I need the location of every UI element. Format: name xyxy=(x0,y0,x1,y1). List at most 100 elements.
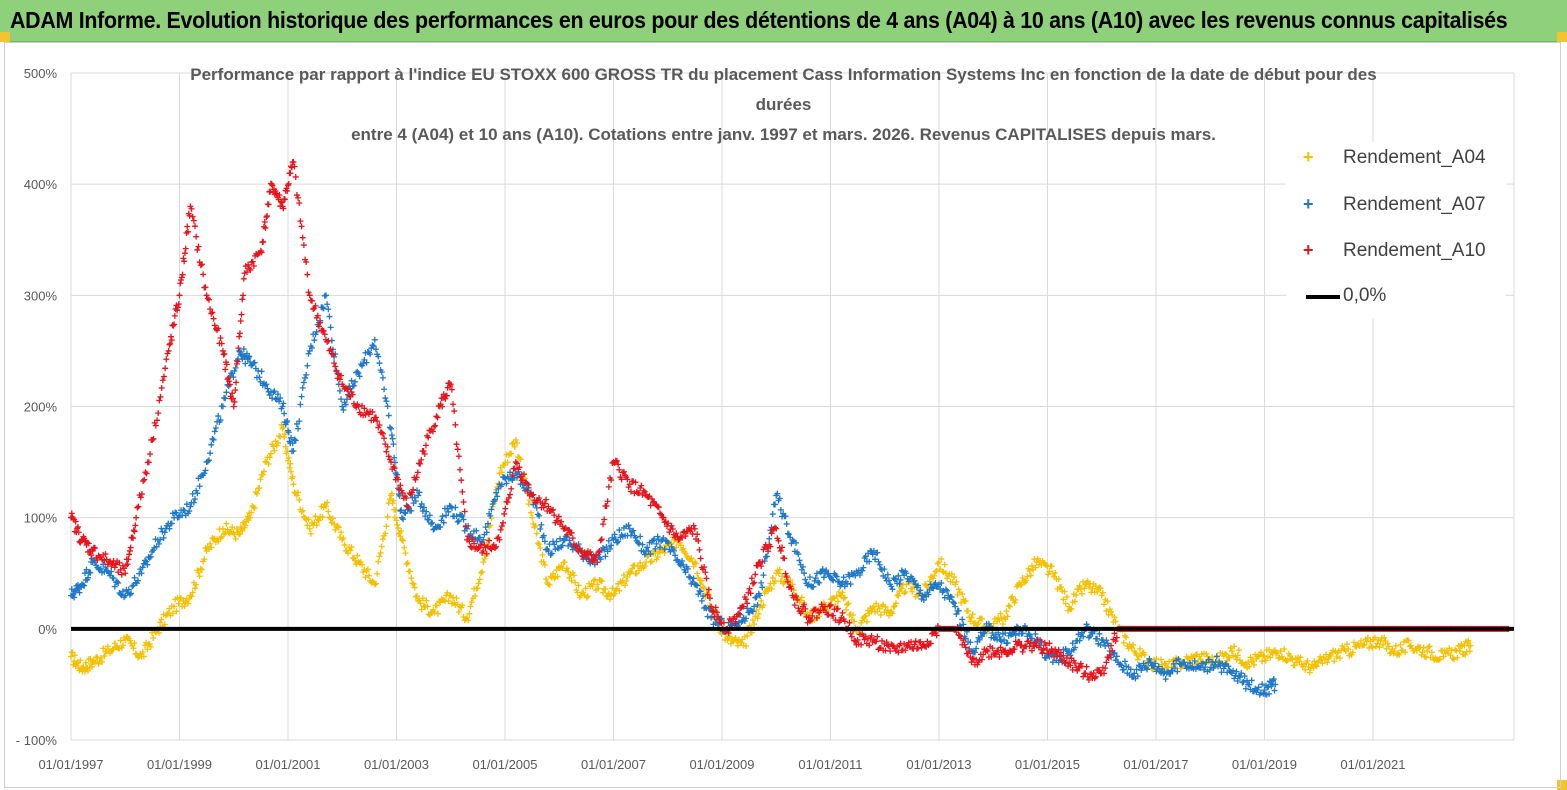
y-tick-label: 0% xyxy=(38,622,57,637)
data-point-rendement_a10 xyxy=(1108,642,1115,649)
data-point-rendement_a04 xyxy=(598,578,605,585)
data-point-rendement_a10 xyxy=(960,637,967,644)
data-point-rendement_a07 xyxy=(411,494,418,501)
data-point-rendement_a10 xyxy=(798,608,805,615)
data-point-rendement_a10 xyxy=(457,466,464,473)
data-point-rendement_a04 xyxy=(260,468,267,475)
data-point-rendement_a07 xyxy=(1270,676,1277,683)
data-point-rendement_a04 xyxy=(1389,646,1396,653)
x-tick-label: 01/01/2017 xyxy=(1123,757,1188,772)
data-point-rendement_a10 xyxy=(167,340,174,347)
data-point-rendement_a07 xyxy=(378,369,385,376)
data-point-rendement_a04 xyxy=(445,598,452,605)
data-point-rendement_a10 xyxy=(968,659,975,666)
data-point-rendement_a04 xyxy=(189,589,196,596)
data-point-rendement_a04 xyxy=(1369,644,1376,651)
data-point-rendement_a07 xyxy=(1146,655,1153,662)
data-point-rendement_a10 xyxy=(163,356,170,363)
data-point-rendement_a04 xyxy=(74,659,81,666)
data-point-rendement_a10 xyxy=(475,545,482,552)
data-point-rendement_a10 xyxy=(1051,653,1058,660)
data-point-rendement_a04 xyxy=(320,504,327,511)
series-layer xyxy=(68,158,1514,698)
data-point-rendement_a04 xyxy=(532,522,539,529)
data-point-rendement_a10 xyxy=(1009,649,1016,656)
data-point-rendement_a10 xyxy=(558,518,565,525)
data-point-rendement_a07 xyxy=(264,385,271,392)
data-point-rendement_a10 xyxy=(603,503,610,510)
data-point-rendement_a10 xyxy=(1096,667,1103,674)
data-point-rendement_a07 xyxy=(360,360,367,367)
data-point-rendement_a10 xyxy=(137,494,144,501)
data-point-rendement_a04 xyxy=(353,561,360,568)
data-point-rendement_a04 xyxy=(324,499,331,506)
data-point-rendement_a07 xyxy=(559,542,566,549)
data-point-rendement_a10 xyxy=(703,575,710,582)
data-point-rendement_a10 xyxy=(765,548,772,555)
data-point-rendement_a07 xyxy=(1191,657,1198,664)
data-point-rendement_a10 xyxy=(175,301,182,308)
data-point-rendement_a04 xyxy=(466,610,473,617)
data-point-rendement_a04 xyxy=(1275,655,1282,662)
data-point-rendement_a07 xyxy=(1067,652,1074,659)
data-point-rendement_a10 xyxy=(477,541,484,548)
data-point-rendement_a07 xyxy=(340,406,347,413)
data-point-rendement_a04 xyxy=(760,602,767,609)
data-point-rendement_a10 xyxy=(779,544,786,551)
data-point-rendement_a04 xyxy=(1311,658,1318,665)
data-point-rendement_a10 xyxy=(801,601,808,608)
data-point-rendement_a07 xyxy=(1261,686,1268,693)
data-point-rendement_a04 xyxy=(622,582,629,589)
data-point-rendement_a10 xyxy=(902,647,909,654)
data-point-rendement_a07 xyxy=(777,506,784,513)
data-point-rendement_a10 xyxy=(132,522,139,529)
data-point-rendement_a04 xyxy=(931,572,938,579)
data-point-rendement_a04 xyxy=(1251,661,1257,668)
data-point-rendement_a07 xyxy=(1144,666,1151,673)
data-point-rendement_a07 xyxy=(897,576,904,583)
data-point-rendement_a07 xyxy=(204,458,211,465)
data-point-rendement_a04 xyxy=(244,513,251,520)
data-point-rendement_a10 xyxy=(465,533,472,540)
data-point-rendement_a07 xyxy=(321,292,328,299)
data-point-rendement_a10 xyxy=(418,456,425,463)
data-point-rendement_a10 xyxy=(624,476,631,483)
data-point-rendement_a07 xyxy=(802,576,809,583)
data-point-rendement_a04 xyxy=(1028,562,1035,569)
data-point-rendement_a10 xyxy=(554,517,561,524)
data-point-rendement_a04 xyxy=(229,524,236,531)
data-point-rendement_a07 xyxy=(348,377,355,384)
data-point-rendement_a04 xyxy=(88,663,95,670)
data-point-rendement_a04 xyxy=(175,600,182,607)
data-point-rendement_a04 xyxy=(393,517,400,524)
data-point-rendement_a07 xyxy=(680,561,687,568)
data-point-rendement_a04 xyxy=(126,637,133,644)
data-point-rendement_a04 xyxy=(262,458,269,465)
data-point-rendement_a04 xyxy=(250,504,257,511)
data-point-rendement_a10 xyxy=(354,401,361,408)
data-point-rendement_a04 xyxy=(690,563,697,570)
data-point-rendement_a07 xyxy=(774,490,781,497)
data-point-rendement_a04 xyxy=(384,513,391,520)
data-point-rendement_a07 xyxy=(541,538,548,545)
data-point-rendement_a04 xyxy=(1421,653,1428,660)
data-point-rendement_a07 xyxy=(1174,668,1181,675)
data-point-rendement_a07 xyxy=(319,304,326,311)
data-point-rendement_a07 xyxy=(1201,666,1208,673)
data-point-rendement_a04 xyxy=(941,561,948,568)
data-point-rendement_a10 xyxy=(432,422,439,429)
data-point-rendement_a04 xyxy=(479,568,486,575)
data-point-rendement_a04 xyxy=(146,641,153,648)
data-point-rendement_a10 xyxy=(193,233,200,240)
data-point-rendement_a07 xyxy=(820,574,827,581)
data-point-rendement_a10 xyxy=(234,358,241,365)
data-point-rendement_a04 xyxy=(474,585,481,592)
data-point-rendement_a10 xyxy=(405,504,412,511)
data-point-rendement_a07 xyxy=(749,608,756,615)
data-point-rendement_a10 xyxy=(540,504,547,511)
data-point-rendement_a04 xyxy=(608,591,615,598)
data-point-rendement_a07 xyxy=(665,539,672,546)
data-point-rendement_a07 xyxy=(875,558,882,565)
data-point-rendement_a04 xyxy=(1418,651,1425,658)
data-point-rendement_a04 xyxy=(335,524,342,531)
